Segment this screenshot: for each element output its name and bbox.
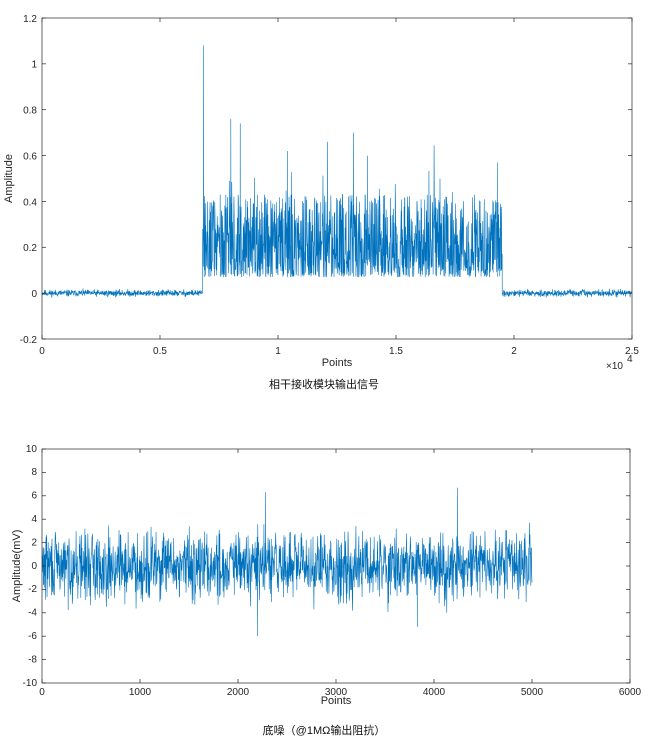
y-tick-label: 1.2 [23, 14, 37, 25]
y-tick-label: 0.2 [23, 243, 37, 254]
y-tick-label: 0.4 [23, 197, 37, 208]
x-tick-label: 1.5 [389, 346, 403, 357]
x-tick-label: 2000 [227, 687, 250, 698]
x-tick-label: 2.5 [625, 346, 639, 357]
x-tick-label: 4000 [423, 687, 446, 698]
y-tick-label: 4 [31, 514, 37, 525]
chart-2: 0 1000 2000 3000 4000 5000 6000 -10 -8 -6 -4 -2 0 2 4 6… [11, 444, 642, 737]
y-tick-label: 0.6 [23, 151, 37, 162]
x-exponent-power: 4 [627, 354, 633, 365]
y-tick-label: 0 [31, 289, 37, 300]
y-tick-label: -6 [28, 631, 37, 642]
x-axis-label: Points [322, 357, 353, 369]
y-tick-label: -0.2 [20, 335, 38, 346]
y-tick-label: -2 [28, 584, 37, 595]
x-exponent-label: ×10 [606, 361, 623, 372]
x-tick-label: 6000 [619, 687, 642, 698]
figure-caption: 相干接收模块输出信号 [269, 377, 379, 391]
x-tick-label: 0 [39, 687, 45, 698]
y-tick-label: 10 [26, 444, 38, 455]
x-tick-label: 1000 [129, 687, 152, 698]
x-tick-label: 0.5 [153, 346, 167, 357]
y-tick-label: 2 [31, 537, 37, 548]
x-tick-label: 2 [511, 346, 517, 357]
x-tick-label: 1 [275, 346, 281, 357]
y-tick-label: 0.8 [23, 106, 37, 117]
figure-caption: 底噪（@1MΩ输出阻抗） [263, 723, 386, 737]
x-axis-label: Points [321, 695, 352, 707]
axes-box [41, 17, 633, 340]
y-tick-label: -4 [28, 608, 37, 619]
y-axis-label: Amplitude(mV) [11, 530, 23, 603]
y-axis-label: Amplitude [3, 154, 15, 203]
y-tick-label: -10 [23, 678, 38, 689]
x-tick-label: 3000 [325, 687, 348, 698]
series-line-noise [42, 487, 533, 637]
y-tick-label: 0 [31, 561, 37, 572]
series-line-signal [42, 45, 632, 298]
y-tick-label: 1 [31, 60, 37, 71]
y-tick-label: 6 [31, 491, 37, 502]
y-tick-label: 8 [31, 467, 37, 478]
y-tick-label: -8 [28, 654, 37, 665]
x-tick-label: 5000 [521, 687, 544, 698]
x-tick-label: 0 [39, 346, 45, 357]
chart-1: 0 0.5 1 1.5 2 2.5-0.200.20.40.60.811.2PointsA… [3, 14, 639, 391]
